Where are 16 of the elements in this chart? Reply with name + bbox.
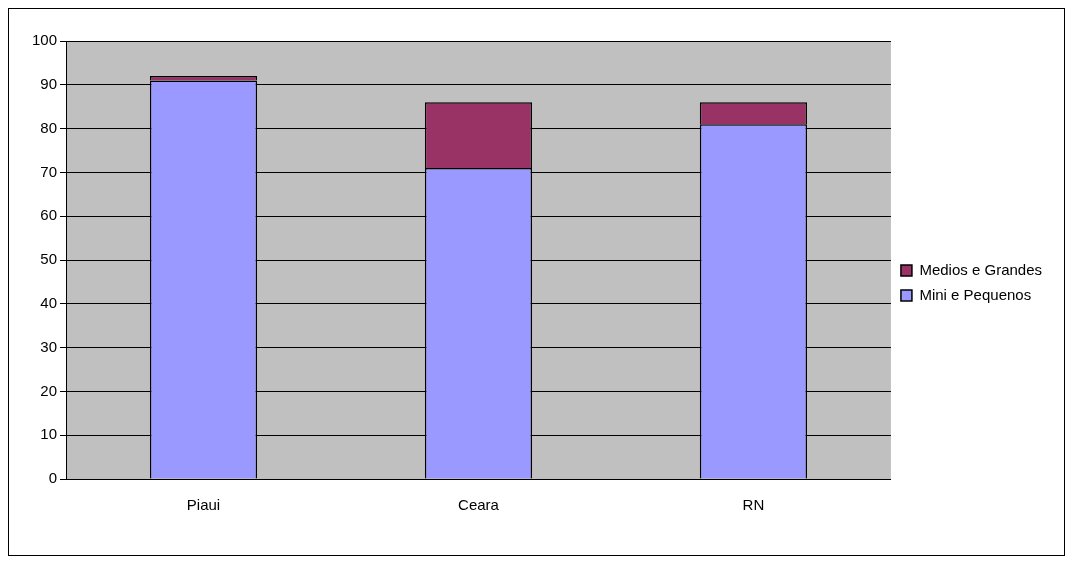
y-tick-label: 80	[40, 118, 58, 136]
y-tick-label: 60	[40, 206, 58, 224]
x-tick-label: Ceara	[458, 496, 500, 514]
y-tick-label: 50	[40, 250, 58, 268]
y-tick-label: 70	[40, 162, 58, 180]
x-tick-label: Piaui	[186, 496, 221, 514]
y-tick-label: 0	[48, 469, 58, 487]
y-tick-label: 40	[40, 293, 58, 311]
y-tick-label: 10	[40, 425, 58, 443]
legend-label: Mini e Pequenos	[919, 285, 1032, 303]
x-tick-label: RN	[742, 496, 765, 514]
y-tick-label: 20	[40, 381, 58, 399]
legend-label: Medios e Grandes	[919, 260, 1043, 278]
y-tick-label: 90	[40, 74, 58, 92]
y-tick-label: 100	[32, 31, 58, 49]
y-tick-label: 30	[40, 337, 58, 355]
